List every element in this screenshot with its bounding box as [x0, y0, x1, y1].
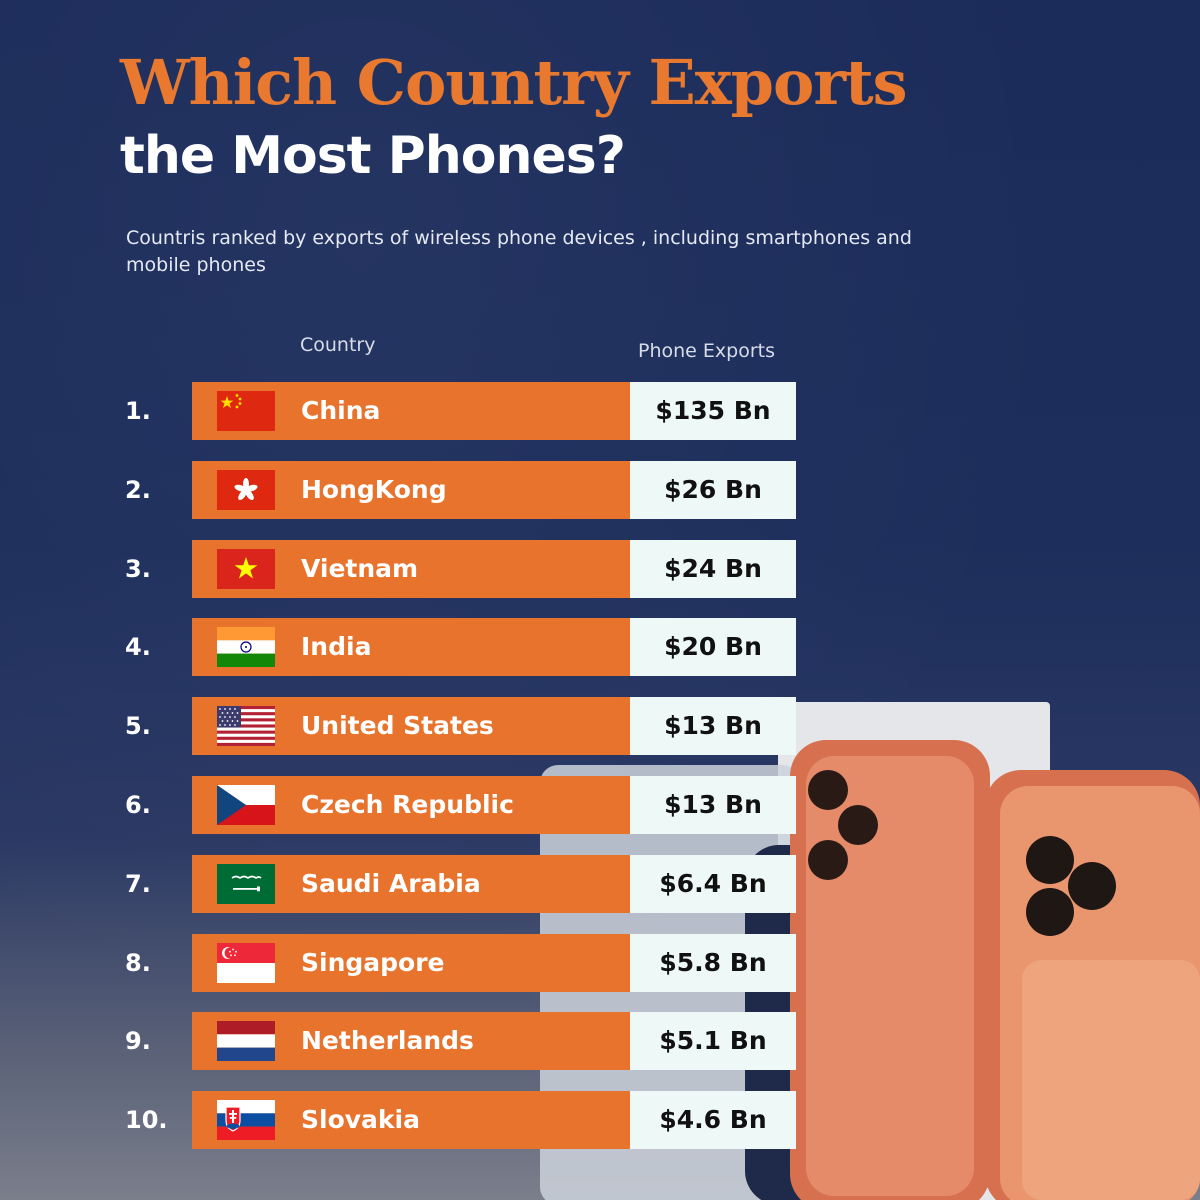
country-bar: Vietnam: [192, 539, 630, 598]
table-row: 6. Czech Republic $13 Bn: [0, 776, 1200, 834]
india-flag-icon: [217, 627, 275, 668]
table-row: 8. Singapore $5.8 Bn: [0, 933, 1200, 992]
country-name: China: [301, 396, 381, 425]
country-name: Saudi Arabia: [301, 868, 481, 898]
country-name: Singapore: [301, 947, 445, 977]
table-row: 2. HongKong $26 Bn: [0, 460, 1200, 519]
country-name: United States: [301, 711, 494, 741]
table-row: 5. United States $13 Bn: [0, 697, 1200, 756]
saudi-arabia-flag-icon: [217, 863, 275, 904]
country-bar: HongKong: [192, 460, 630, 519]
country-bar: United States: [192, 697, 630, 756]
table-row: 1. China $135 Bn: [0, 382, 1200, 440]
rank-label: 10.: [125, 1106, 168, 1135]
export-value-label: $6.4 Bn: [630, 854, 796, 913]
country-column-header: Country: [300, 334, 376, 356]
china-flag-icon: [217, 391, 275, 431]
rank-label: 2.: [125, 475, 151, 504]
export-value-label: $5.1 Bn: [630, 1012, 796, 1071]
export-value-label: $24 Bn: [630, 539, 796, 598]
united-states-flag-icon: [217, 706, 275, 747]
netherlands-flag-icon: [217, 1021, 275, 1062]
export-value-label: $13 Bn: [630, 776, 796, 834]
export-value-label: $26 Bn: [630, 460, 796, 519]
country-name: HongKong: [301, 474, 447, 504]
country-name: India: [301, 632, 372, 662]
country-name: Netherlands: [301, 1026, 474, 1056]
country-bar: Czech Republic: [192, 776, 630, 834]
country-bar: Saudi Arabia: [192, 854, 630, 913]
title-line-2: the Most Phones?: [120, 126, 626, 186]
export-value-label: $5.8 Bn: [630, 933, 796, 992]
country-name: Vietnam: [301, 553, 419, 583]
country-bar: Singapore: [192, 933, 630, 992]
export-value-label: $13 Bn: [630, 697, 796, 756]
country-name: Slovakia: [301, 1105, 420, 1135]
export-value-label: $135 Bn: [630, 382, 796, 440]
rank-label: 3.: [125, 554, 151, 583]
country-bar: China: [192, 382, 630, 440]
subtitle: Countris ranked by exports of wireless p…: [126, 227, 912, 276]
rank-label: 8.: [125, 948, 151, 977]
rank-label: 6.: [125, 791, 151, 819]
slovakia-flag-icon: [217, 1100, 275, 1141]
rank-label: 1.: [125, 397, 151, 425]
country-bar: India: [192, 618, 630, 677]
czech-republic-flag-icon: [217, 785, 275, 825]
title-line-1: Which Country Exports: [120, 46, 908, 119]
hong-kong-flag-icon: [217, 469, 275, 510]
vietnam-flag-icon: [217, 548, 275, 589]
table-row: 3. Vietnam $24 Bn: [0, 539, 1200, 598]
rank-label: 4.: [125, 633, 151, 662]
rank-label: 9.: [125, 1027, 151, 1056]
table-row: 4. India $20 Bn: [0, 618, 1200, 677]
table-row: 7. Saudi Arabia $6.4 Bn: [0, 854, 1200, 913]
country-bar: Slovakia: [192, 1091, 630, 1150]
singapore-flag-icon: [217, 942, 275, 983]
export-value-label: $4.6 Bn: [630, 1091, 796, 1150]
rank-label: 7.: [125, 869, 151, 898]
table-row: 9. Netherlands $5.1 Bn: [0, 1012, 1200, 1071]
export-value-label: $20 Bn: [630, 618, 796, 677]
country-name: Czech Republic: [301, 790, 514, 819]
country-bar: Netherlands: [192, 1012, 630, 1071]
phone-exports-column-header: Phone Exports: [638, 340, 775, 362]
rank-label: 5.: [125, 712, 151, 741]
table-row: 10. Slovakia $4.6 Bn: [0, 1091, 1200, 1150]
